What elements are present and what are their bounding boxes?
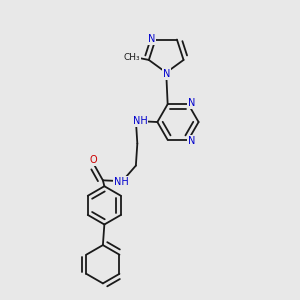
Text: N: N [188,136,196,146]
Text: O: O [90,155,98,165]
Text: CH₃: CH₃ [123,53,140,62]
Text: N: N [188,98,196,108]
Text: N: N [163,69,170,79]
Text: NH: NH [114,177,128,187]
Text: N: N [148,34,156,44]
Text: NH: NH [133,116,148,126]
